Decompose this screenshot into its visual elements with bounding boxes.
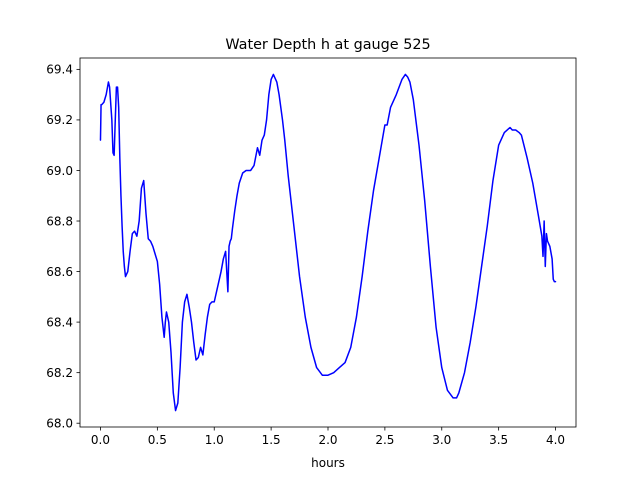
plot-frame [79, 57, 577, 428]
y-tick-label: 69.2 [46, 113, 73, 127]
y-tick-label: 69.0 [46, 164, 73, 178]
y-tick-label: 68.8 [46, 214, 73, 228]
x-tick-label: 1.5 [262, 433, 281, 447]
chart-title: Water Depth h at gauge 525 [225, 37, 430, 53]
x-tick-label: 3.5 [489, 433, 508, 447]
x-tick-label: 2.0 [318, 433, 337, 447]
x-tick-label: 1.0 [205, 433, 224, 447]
x-tick-label: 0.0 [91, 433, 110, 447]
series-line-0 [99, 73, 557, 412]
x-tick-label: 3.0 [432, 433, 451, 447]
y-tick-label: 68.6 [46, 265, 73, 279]
y-tick-label: 68.0 [46, 417, 73, 431]
x-tick-label: 0.5 [148, 433, 167, 447]
x-tick-label: 4.0 [546, 433, 565, 447]
y-tick-label: 68.2 [46, 366, 73, 380]
plot-area: 0.0 0.5 1.0 1.5 2.0 2.5 3.0 3.5 4.0 68.0 68.2 68.4 6… [46, 57, 577, 447]
y-tick-label: 69.4 [46, 63, 73, 77]
x-axis-label: hours [311, 456, 345, 470]
y-tick-label: 68.4 [46, 315, 73, 329]
x-tick-label: 2.5 [375, 433, 394, 447]
